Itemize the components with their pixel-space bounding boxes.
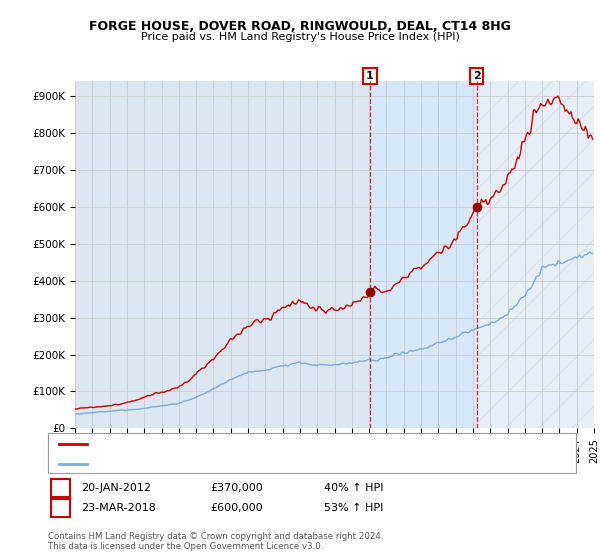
- Text: 53% ↑ HPI: 53% ↑ HPI: [324, 503, 383, 513]
- Text: 20-JAN-2012: 20-JAN-2012: [81, 483, 151, 493]
- Text: HPI: Average price, detached house, Dover: HPI: Average price, detached house, Dove…: [93, 460, 298, 469]
- Bar: [370, 81, 477, 428]
- Text: FORGE HOUSE, DOVER ROAD, RINGWOULD, DEAL, CT14 8HG: FORGE HOUSE, DOVER ROAD, RINGWOULD, DEAL…: [89, 20, 511, 32]
- Text: £370,000: £370,000: [210, 483, 263, 493]
- Bar: [477, 81, 594, 428]
- Text: 2: 2: [473, 71, 481, 81]
- Text: 2: 2: [57, 503, 64, 513]
- Text: 40% ↑ HPI: 40% ↑ HPI: [324, 483, 383, 493]
- Bar: [477, 81, 594, 428]
- Text: FORGE HOUSE, DOVER ROAD, RINGWOULD, DEAL, CT14 8HG (detached house): FORGE HOUSE, DOVER ROAD, RINGWOULD, DEAL…: [93, 440, 469, 449]
- Text: 1: 1: [366, 71, 374, 81]
- Text: Price paid vs. HM Land Registry's House Price Index (HPI): Price paid vs. HM Land Registry's House …: [140, 32, 460, 43]
- Text: 1: 1: [57, 483, 64, 493]
- Text: Contains HM Land Registry data © Crown copyright and database right 2024.
This d: Contains HM Land Registry data © Crown c…: [48, 532, 383, 552]
- Text: 23-MAR-2018: 23-MAR-2018: [81, 503, 156, 513]
- Text: £600,000: £600,000: [210, 503, 263, 513]
